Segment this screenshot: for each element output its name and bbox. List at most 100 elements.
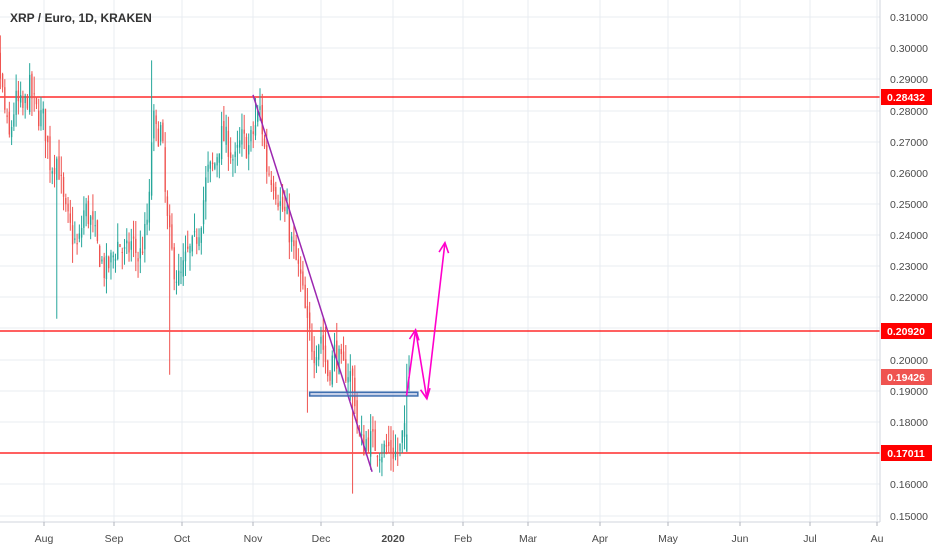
candle-body bbox=[123, 247, 126, 249]
candle-body bbox=[390, 440, 392, 454]
candle-body bbox=[252, 131, 254, 135]
candle-body bbox=[220, 126, 223, 160]
candle-body bbox=[403, 423, 406, 437]
candle-body bbox=[299, 269, 302, 274]
price-tick-label: 0.27000 bbox=[890, 137, 928, 149]
candle-body bbox=[94, 225, 96, 227]
candle-body bbox=[227, 130, 230, 157]
candle-body bbox=[401, 430, 403, 443]
candle-body bbox=[268, 173, 270, 175]
candle-body bbox=[322, 335, 324, 350]
candle-body bbox=[159, 125, 162, 142]
time-tick-label: Au bbox=[871, 533, 884, 545]
candle-body bbox=[270, 179, 272, 185]
candle-body bbox=[187, 246, 189, 249]
projection-arrowhead bbox=[419, 387, 431, 401]
candle-body bbox=[117, 241, 119, 259]
candle-body bbox=[67, 203, 69, 212]
candle-body bbox=[290, 236, 293, 242]
candle-body bbox=[349, 371, 351, 382]
time-tick-label: Mar bbox=[519, 533, 538, 545]
grid bbox=[0, 0, 880, 522]
candle-body bbox=[153, 110, 155, 139]
candle-body bbox=[87, 200, 90, 224]
price-tick-label: 0.22000 bbox=[890, 292, 928, 304]
candle-body bbox=[31, 73, 33, 99]
candle-body bbox=[302, 271, 304, 286]
candle-body bbox=[297, 259, 300, 264]
candle-body bbox=[56, 158, 58, 180]
candle-body bbox=[58, 156, 60, 180]
candle-body bbox=[62, 176, 65, 197]
candle-body bbox=[329, 372, 331, 381]
candle-body bbox=[74, 238, 76, 240]
time-tick-label: Dec bbox=[312, 533, 331, 545]
time-tick-label: Jun bbox=[732, 533, 749, 545]
candle-body bbox=[202, 200, 205, 225]
candle-body bbox=[29, 74, 31, 113]
candle-body bbox=[85, 203, 87, 217]
candle-body bbox=[261, 104, 263, 135]
candle-body bbox=[365, 439, 367, 452]
candle-body bbox=[130, 241, 132, 250]
candle-body bbox=[295, 240, 297, 260]
candle-body bbox=[218, 153, 221, 163]
candle-body bbox=[6, 115, 8, 118]
candle-body bbox=[360, 434, 363, 436]
price-tick-label: 0.25000 bbox=[890, 199, 928, 211]
candle-body bbox=[383, 443, 385, 453]
candle-body bbox=[78, 233, 81, 239]
candle-body bbox=[250, 129, 252, 142]
candle-body bbox=[24, 95, 26, 104]
candle-body bbox=[241, 129, 243, 145]
candle-body bbox=[178, 270, 180, 285]
projection-arrowhead bbox=[408, 328, 420, 341]
time-tick-label: May bbox=[658, 533, 679, 545]
candle-body bbox=[196, 237, 198, 244]
candle-body bbox=[53, 167, 56, 175]
candle-body bbox=[128, 241, 130, 253]
candle-body bbox=[388, 441, 390, 446]
candle-body bbox=[281, 196, 284, 210]
candle-body bbox=[44, 108, 47, 142]
candle-body bbox=[229, 152, 232, 158]
candle-body bbox=[69, 213, 71, 223]
price-level-badge bbox=[881, 89, 932, 105]
candle-body bbox=[166, 196, 169, 216]
candle-body bbox=[47, 135, 49, 143]
candle-body bbox=[347, 377, 349, 383]
candle-body bbox=[92, 211, 94, 220]
candle-body bbox=[180, 271, 182, 273]
candle-body bbox=[10, 127, 13, 138]
candle-body bbox=[198, 237, 200, 247]
candle-body bbox=[342, 351, 345, 361]
candle-body bbox=[369, 431, 372, 457]
candle-body bbox=[146, 219, 148, 225]
price-tick-label: 0.26000 bbox=[890, 168, 928, 180]
candle-body bbox=[214, 163, 216, 169]
candle-body bbox=[175, 281, 178, 283]
candle-body bbox=[243, 129, 245, 134]
candle-body bbox=[327, 360, 329, 377]
candle-body bbox=[236, 144, 239, 148]
candle-body bbox=[406, 434, 408, 452]
candle-body bbox=[318, 345, 320, 360]
candle-body bbox=[144, 223, 146, 250]
candle-body bbox=[209, 161, 211, 169]
price-tick-label: 0.19000 bbox=[890, 386, 928, 398]
candle-body bbox=[239, 140, 241, 148]
candle-body bbox=[83, 210, 85, 228]
candle-body bbox=[284, 206, 286, 212]
candle-body bbox=[112, 255, 114, 258]
candle-body bbox=[184, 251, 187, 262]
candle-body bbox=[4, 87, 6, 110]
candle-body bbox=[216, 157, 218, 166]
price-tick-label: 0.20000 bbox=[890, 355, 928, 367]
price-tick-label: 0.29000 bbox=[890, 74, 928, 86]
candle-body bbox=[38, 110, 40, 127]
candle-body bbox=[263, 138, 266, 147]
price-tick-label: 0.18000 bbox=[890, 417, 928, 429]
candle-body bbox=[110, 252, 112, 263]
candle-body bbox=[19, 95, 22, 103]
candle-body bbox=[207, 164, 209, 172]
